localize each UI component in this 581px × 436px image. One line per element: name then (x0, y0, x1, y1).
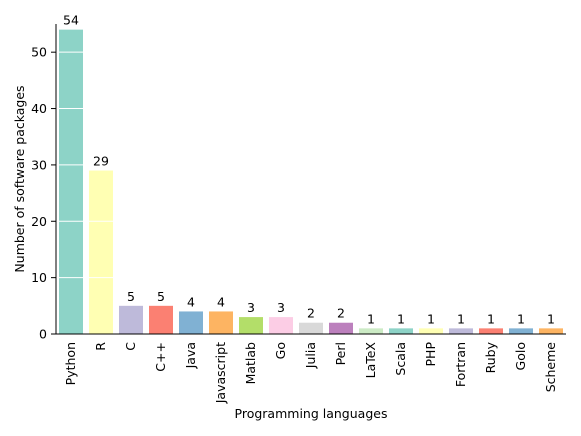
y-tick-label: 40 (31, 101, 47, 116)
x-tick-label: Python (63, 342, 78, 385)
y-tick-label: 20 (31, 214, 47, 229)
data-label: 1 (547, 311, 555, 326)
y-tick-label: 10 (31, 270, 47, 285)
bar-scheme (539, 328, 563, 334)
y-tick-label: 30 (31, 157, 47, 172)
x-tick-label: Scheme (543, 342, 558, 393)
bar-latex (359, 328, 383, 334)
bars-group (59, 29, 563, 334)
x-tick-label: Ruby (483, 341, 498, 373)
x-axis-title: Programming languages (235, 406, 388, 421)
data-label: 5 (127, 289, 135, 304)
data-label: 3 (247, 300, 255, 315)
bar-php (419, 328, 443, 334)
x-tick-label: Go (273, 342, 288, 359)
x-tick-label: Perl (333, 342, 348, 365)
x-tick-label: PHP (423, 342, 438, 367)
x-tick-label: Golo (513, 342, 528, 370)
data-label: 1 (457, 311, 465, 326)
x-tick-label: Matlab (243, 342, 258, 384)
bar-r (89, 170, 113, 334)
bar-go (269, 317, 293, 334)
x-tick-label: Scala (393, 342, 408, 376)
x-tick-label: LaTeX (363, 342, 378, 379)
grid-lines (56, 51, 566, 279)
data-label: 1 (397, 311, 405, 326)
x-tick-label: Julia (303, 342, 318, 369)
data-label: 4 (187, 294, 195, 309)
y-ticks-group: 0 10 20 30 40 50 (31, 45, 56, 342)
data-label: 5 (157, 289, 165, 304)
data-label: 3 (277, 300, 285, 315)
data-label: 54 (63, 13, 79, 28)
bar-c- (149, 305, 173, 334)
data-label: 2 (307, 306, 315, 321)
bar-scala (389, 328, 413, 334)
bar-java (179, 311, 203, 334)
axes-group (55, 24, 566, 335)
bar-c (119, 305, 143, 334)
x-tick-label: R (93, 342, 108, 351)
x-tick-label: Javascript (213, 342, 228, 404)
x-tick-label: C (123, 342, 138, 351)
x-tick-label: C++ (153, 342, 168, 372)
data-label: 1 (517, 311, 525, 326)
bar-ruby (479, 328, 503, 334)
bar-perl (329, 322, 353, 334)
x-ticks-group: Python R C C++ Java Javascript Matlab Go Julia Pe… (63, 341, 558, 404)
bar-golo (509, 328, 533, 334)
x-tick-label: Fortran (453, 342, 468, 387)
y-tick-label: 0 (39, 327, 47, 342)
bar-matlab (239, 317, 263, 334)
data-label: 2 (337, 306, 345, 321)
data-label: 4 (217, 294, 225, 309)
data-label: 29 (93, 154, 109, 169)
bar-javascript (209, 311, 233, 334)
data-label: 1 (487, 311, 495, 326)
bar-python (59, 29, 83, 334)
data-label: 1 (367, 311, 375, 326)
bar-fortran (449, 328, 473, 334)
y-axis-title: Number of software packages (12, 85, 27, 272)
x-tick-label: Java (183, 342, 198, 369)
y-tick-label: 50 (31, 45, 47, 60)
bar-julia (299, 322, 323, 334)
data-label: 1 (427, 311, 435, 326)
